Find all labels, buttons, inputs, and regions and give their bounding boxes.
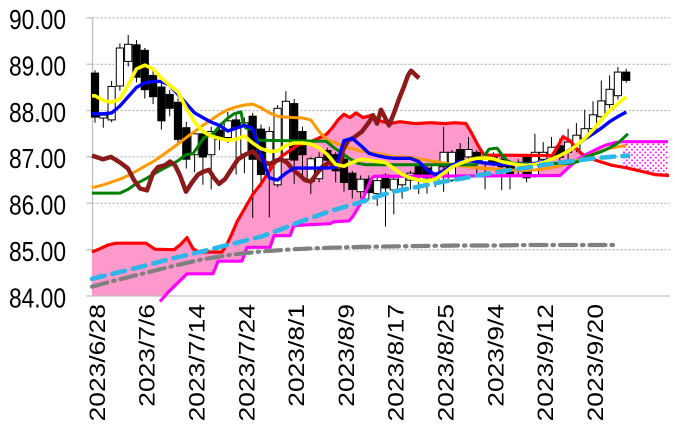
svg-text:2023/9/12: 2023/9/12 — [534, 304, 558, 421]
svg-text:86.00: 86.00 — [9, 191, 66, 221]
svg-text:2023/9/20: 2023/9/20 — [584, 304, 608, 421]
svg-text:2023/7/14: 2023/7/14 — [185, 304, 209, 421]
svg-text:85.00: 85.00 — [9, 237, 66, 267]
svg-text:2023/9/4: 2023/9/4 — [484, 304, 508, 407]
svg-text:2023/7/24: 2023/7/24 — [235, 304, 259, 421]
svg-text:84.00: 84.00 — [9, 283, 66, 313]
svg-text:2023/8/9: 2023/8/9 — [335, 304, 359, 407]
svg-text:88.00: 88.00 — [9, 98, 66, 128]
svg-text:89.00: 89.00 — [9, 52, 66, 82]
svg-text:90.00: 90.00 — [9, 5, 66, 35]
svg-text:87.00: 87.00 — [9, 144, 66, 174]
svg-text:2023/7/6: 2023/7/6 — [136, 304, 160, 407]
svg-text:2023/8/1: 2023/8/1 — [285, 304, 309, 407]
svg-text:2023/6/28: 2023/6/28 — [86, 304, 110, 421]
svg-text:2023/8/25: 2023/8/25 — [434, 304, 458, 421]
svg-text:2023/8/17: 2023/8/17 — [385, 304, 409, 421]
